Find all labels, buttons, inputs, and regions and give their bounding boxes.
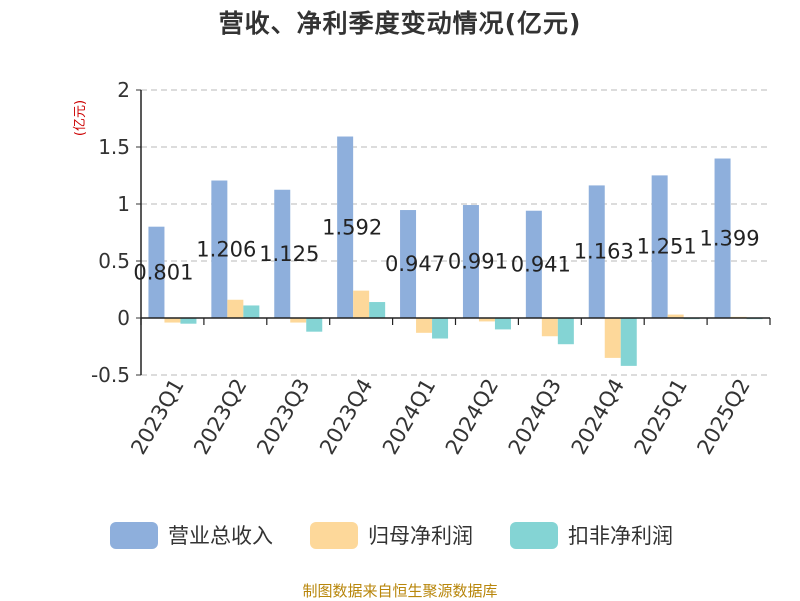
bar-revenue: [274, 189, 291, 318]
bar-net-profit: [667, 314, 684, 318]
bar-revenue: [462, 205, 479, 318]
bar-revenue: [714, 158, 731, 318]
data-label: 1.125: [259, 242, 319, 266]
bar-chart: 2 1.5 1 0.5 0 -0.5 (亿元) 2023Q1 2023Q2 2023Q3 2023Q…: [73, 78, 771, 459]
legend-label: 扣非净利润: [568, 524, 673, 548]
bar-deducted-net-profit: [557, 318, 574, 345]
data-source-note: 制图数据来自恒生聚源数据库: [302, 582, 498, 600]
y-axis-label: (亿元): [73, 100, 88, 136]
data-label: 1.399: [699, 226, 759, 250]
legend-item: 扣非净利润: [510, 520, 673, 550]
bar-deducted-net-profit: [494, 318, 511, 330]
bar-net-profit: [478, 318, 495, 322]
legend-label: 营业总收入: [168, 524, 273, 548]
bar-deducted-net-profit: [620, 318, 637, 366]
data-label: 0.991: [448, 250, 508, 274]
x-tick-label: 2023Q4: [315, 375, 377, 459]
legend-swatch: [110, 521, 158, 549]
bar-net-profit: [604, 318, 621, 358]
bar-net-profit: [416, 318, 433, 333]
x-tick-label: 2023Q3: [252, 375, 314, 459]
bar-deducted-net-profit: [432, 318, 449, 339]
legend-item: 归母净利润: [310, 520, 473, 550]
bar-net-profit: [227, 299, 244, 318]
x-tick-label: 2024Q2: [441, 375, 503, 459]
bar-revenue: [211, 180, 228, 318]
chart-legend: 营业总收入 归母净利润 扣非净利润: [0, 520, 800, 550]
legend-swatch: [510, 521, 558, 549]
bar-deducted-net-profit: [180, 318, 197, 324]
bar-revenue: [651, 175, 668, 318]
legend-item: 营业总收入: [110, 520, 273, 550]
data-label: 0.947: [385, 252, 445, 276]
data-label: 1.163: [574, 240, 634, 264]
x-tick-label: 2024Q1: [378, 375, 440, 459]
bar-revenue: [148, 226, 165, 318]
bar-revenue: [400, 210, 417, 318]
x-tick-label: 2024Q3: [504, 375, 566, 459]
x-tick-label: 2024Q4: [567, 375, 629, 459]
legend-label: 归母净利润: [368, 524, 473, 548]
y-tick-label: 0.5: [98, 249, 130, 273]
x-tick-label: 2023Q1: [126, 375, 188, 459]
legend-swatch: [310, 521, 358, 549]
data-label: 0.941: [511, 252, 571, 276]
bar-net-profit: [290, 318, 307, 323]
y-tick-label: -0.5: [91, 363, 130, 387]
y-tick-label: 0: [117, 306, 130, 330]
x-tick-label: 2025Q1: [630, 375, 692, 459]
chart-title: 营收、净利季度变动情况(亿元): [218, 9, 582, 38]
bar-net-profit: [353, 290, 370, 318]
data-label: 0.801: [133, 260, 193, 284]
x-tick-label: 2023Q2: [189, 375, 251, 459]
x-tick-label: 2025Q2: [692, 375, 754, 459]
bar-net-profit: [164, 318, 181, 323]
data-label: 1.251: [637, 235, 697, 259]
data-label: 1.592: [322, 215, 382, 239]
y-tick-label: 2: [117, 78, 130, 102]
bar-deducted-net-profit: [243, 305, 260, 318]
bar-revenue: [588, 185, 605, 318]
bar-revenue: [337, 136, 354, 318]
bar-deducted-net-profit: [369, 302, 386, 318]
bar-net-profit: [541, 318, 558, 337]
data-label: 1.206: [196, 237, 256, 261]
y-tick-label: 1: [117, 192, 130, 216]
bar-revenue: [525, 210, 542, 318]
y-tick-label: 1.5: [98, 135, 130, 159]
bar-deducted-net-profit: [306, 318, 323, 332]
